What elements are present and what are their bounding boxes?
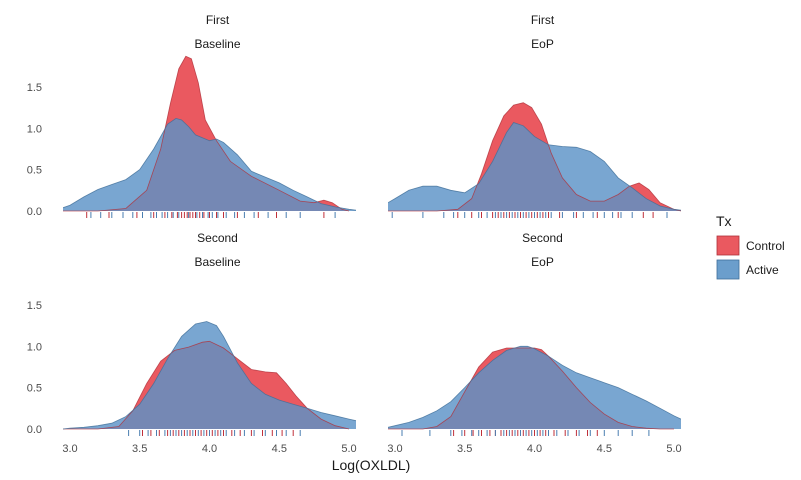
density-area-active [388,346,681,429]
y-tick-label: 1.0 [27,123,42,135]
plot-area [63,321,356,430]
density-line-active [388,122,681,211]
x-tick-label: 3.0 [387,443,402,455]
x-tick-label: 5.0 [666,443,681,455]
facet-panel-2: First EoP [388,13,681,218]
facet-panel-3: Second Baseline 0.0 0.5 1.0 1.5 3.0 3.5 4.0 4.5 5.… [27,231,357,455]
x-tick-label: 4.0 [527,443,542,455]
density-area-active [63,321,356,429]
density-area-control [63,56,349,211]
plot-area [388,102,681,212]
strip-label-top: First [531,13,555,27]
x-axis-label: Log(OXLDL) [332,457,411,473]
density-line-control [388,102,681,212]
x-tick-label: 4.5 [597,443,612,455]
x-tick-label: 3.5 [132,443,147,455]
y-tick-label: 1.5 [27,300,42,312]
strip-label-bottom: Baseline [194,255,240,269]
legend: Tx Control Active [716,213,785,280]
y-tick-label: 1.5 [27,82,42,94]
strip-label-bottom: EoP [531,255,554,269]
density-line-control [63,55,350,212]
legend-key-active [716,259,740,280]
legend-label-active: Active [746,263,779,277]
x-tick-label: 3.0 [62,443,77,455]
y-tick-label: 0.5 [27,383,42,395]
density-line-active [388,345,681,428]
density-line-control [388,347,674,430]
x-tick-label: 5.0 [341,443,356,455]
density-line-active [63,321,356,430]
x-tick-label: 4.0 [202,443,217,455]
legend-key-control [716,235,740,256]
density-line-active [63,117,356,211]
y-tick-label: 0.0 [27,206,42,218]
plot-area [388,345,681,430]
strip-label-top: First [206,13,230,27]
x-tick-label: 4.5 [272,443,287,455]
legend-title: Tx [716,213,732,229]
density-area-active [63,118,356,211]
x-tick-label: 3.5 [457,443,472,455]
strip-label-bottom: Baseline [194,37,240,51]
y-tick-label: 0.0 [27,424,42,436]
y-tick-label: 0.5 [27,165,42,177]
plot-area [63,55,356,212]
facet-panel-4: Second EoP 3.0 3.5 4.0 4.5 5.0 [387,231,681,455]
strip-label-top: Second [522,231,563,245]
density-line-control [63,340,350,430]
facet-panel-1: First Baseline 0.0 0.5 1.0 1.5 [27,13,356,218]
density-area-active [388,122,681,211]
legend-label-control: Control [746,239,785,253]
strip-label-top: Second [197,231,238,245]
strip-label-bottom: EoP [531,37,554,51]
y-tick-label: 1.0 [27,341,42,353]
